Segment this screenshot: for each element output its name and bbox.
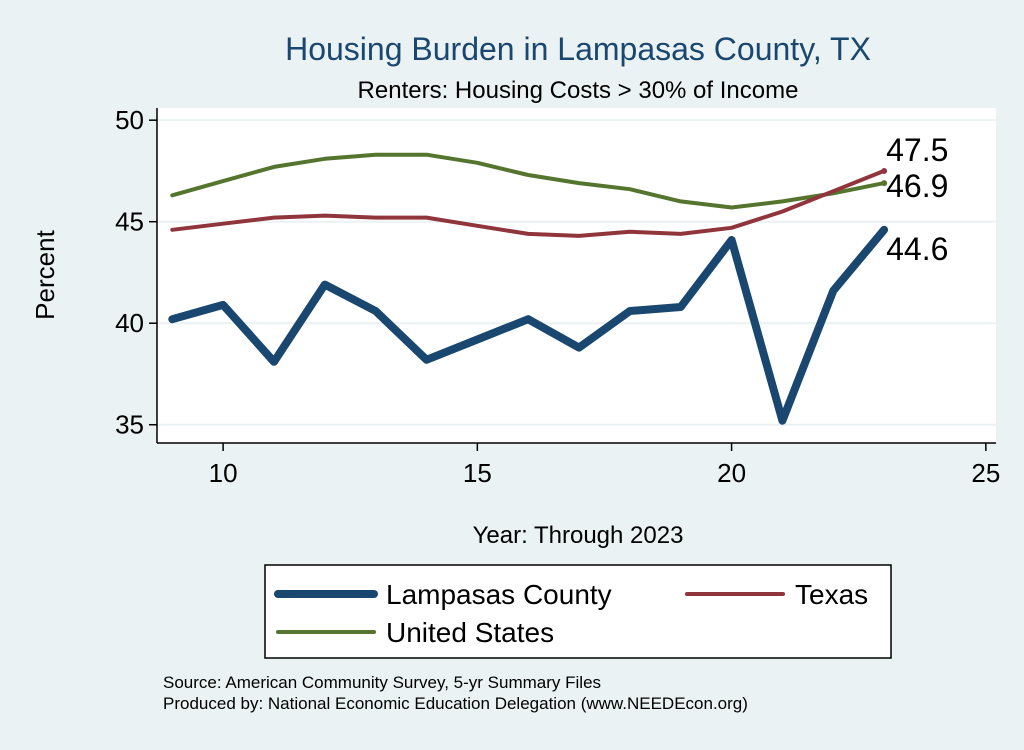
x-tick-label: 25 <box>971 458 1000 488</box>
series-line-texas <box>170 168 887 238</box>
x-axis-label: Year: Through 2023 <box>473 522 684 549</box>
chart-title: Housing Burden in Lampasas County, TX <box>285 31 871 67</box>
end-marker-lampasas-county <box>881 226 888 233</box>
y-tick-label: 45 <box>115 207 144 237</box>
y-tick-label: 40 <box>115 308 144 338</box>
x-tick-label: 20 <box>717 458 746 488</box>
end-label-lampasas-county: 44.6 <box>886 231 948 267</box>
source-note: Source: American Community Survey, 5-yr … <box>163 673 601 692</box>
series-line-united-states <box>170 152 887 210</box>
series-lines <box>168 152 889 425</box>
x-tick-label: 10 <box>209 458 238 488</box>
legend: Lampasas County Texas United States <box>274 579 868 648</box>
series-line-lampasas-county <box>168 225 889 425</box>
legend-label-texas: Texas <box>795 579 868 610</box>
x-tick-label: 15 <box>463 458 492 488</box>
end-marker-united-states <box>881 180 888 187</box>
plot-area <box>157 108 996 443</box>
y-tick-label: 50 <box>115 105 144 135</box>
end-label-united-states: 46.9 <box>886 168 948 204</box>
legend-label-united-states: United States <box>386 617 554 648</box>
chart-subtitle: Renters: Housing Costs > 30% of Income <box>358 77 799 104</box>
end-labels: 44.6 47.546.9 <box>881 132 948 267</box>
y-tick-label: 35 <box>115 410 144 440</box>
axes: 35 40 45 50 10 15 20 25 <box>115 105 1000 488</box>
producer-note: Produced by: National Economic Education… <box>163 694 748 713</box>
end-label-texas: 47.5 <box>886 132 948 168</box>
legend-box <box>264 564 892 659</box>
end-marker-texas <box>881 167 888 174</box>
y-axis-label: Percent <box>30 229 60 319</box>
legend-label-lampasas-county: Lampasas County <box>386 579 612 610</box>
